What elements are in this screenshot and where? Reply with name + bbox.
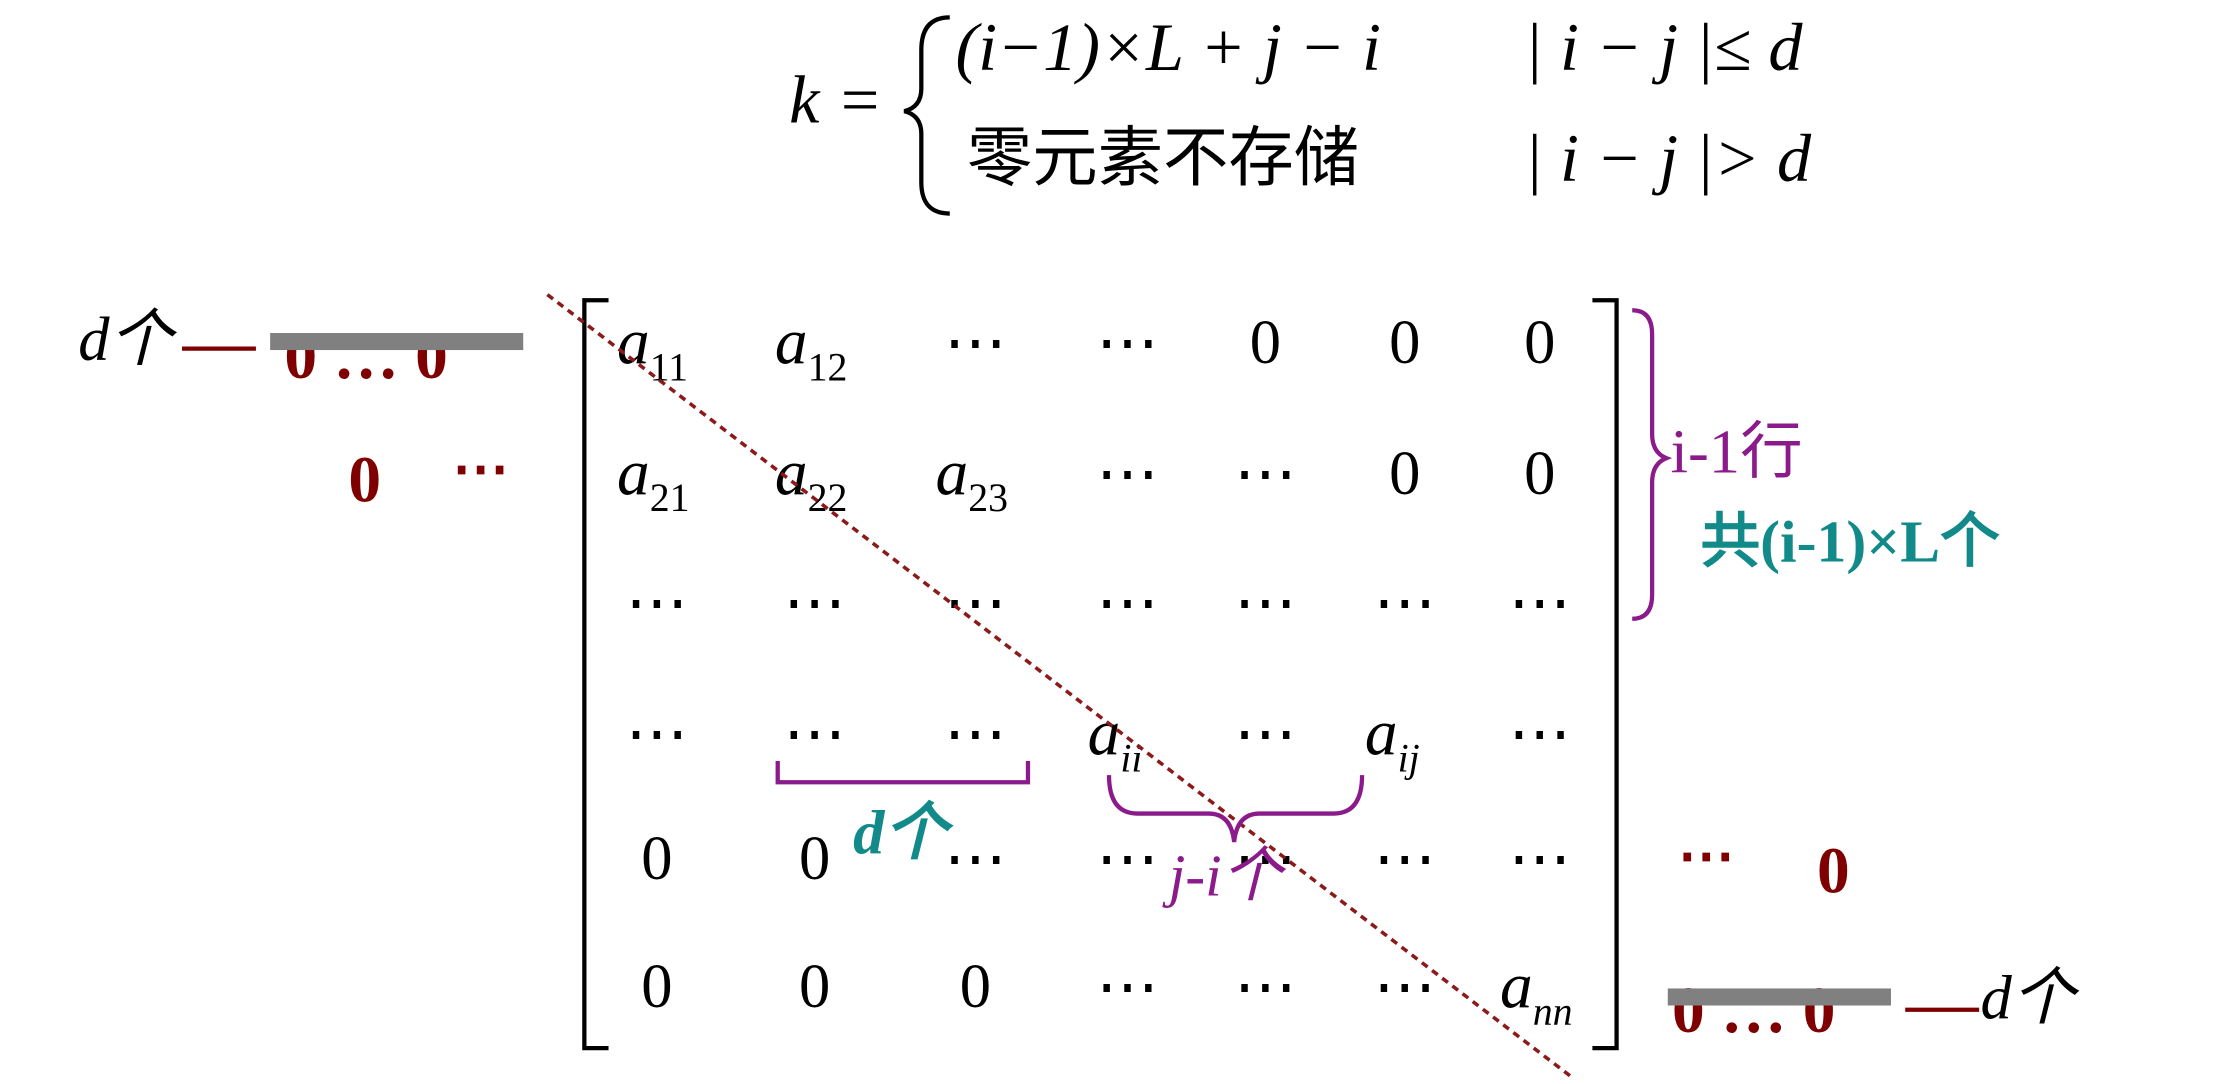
matrix-cell: ⋯ xyxy=(1096,951,1159,1021)
cell-subscript: ii xyxy=(1120,737,1142,781)
band-bracket xyxy=(775,760,1031,785)
total-label: 共(i-1)×L个 xyxy=(1700,508,2000,574)
cell-variable: a xyxy=(1088,698,1121,770)
matrix-cell: 0 xyxy=(1524,438,1555,508)
dots-label: ⋯ xyxy=(1678,825,1735,888)
cell-variable: a xyxy=(775,307,808,379)
cell-subscript: 11 xyxy=(650,346,688,390)
matrix-cell: ⋯ xyxy=(783,698,846,768)
matrix-cell: ⋯ xyxy=(1234,438,1297,508)
offset-brace xyxy=(1106,775,1365,843)
matrix-cell: ⋯ xyxy=(1373,951,1436,1021)
matrix-cell: ⋯ xyxy=(1096,307,1159,377)
gray-bar xyxy=(270,332,524,351)
dots-label: ⋯ xyxy=(452,438,509,501)
matrix-cell: ⋯ xyxy=(1509,567,1572,637)
matrix-cell: ⋯ xyxy=(1096,438,1159,508)
matrix-cell: ⋯ xyxy=(1509,698,1572,768)
matrix-cell: a11 xyxy=(617,307,688,390)
zeros-label: 0 … 0 xyxy=(284,321,447,393)
cell-variable: a xyxy=(617,437,650,509)
matrix-cell: aii xyxy=(1088,698,1143,781)
cell-variable: a xyxy=(936,437,969,509)
matrix-cell: ⋯ xyxy=(1373,567,1436,637)
matrix-cell: a23 xyxy=(936,437,1009,520)
offset-label: j-i个 xyxy=(1162,843,1287,909)
matrix-cell: ⋯ xyxy=(944,698,1007,768)
matrix-cell: 0 xyxy=(641,823,672,893)
matrix-cell: ⋯ xyxy=(626,698,689,768)
matrix-cell: aij xyxy=(1365,698,1420,781)
cell-subscript: 12 xyxy=(808,346,848,390)
matrix-cell: 0 xyxy=(1250,307,1281,377)
matrix-cell: a22 xyxy=(775,437,848,520)
matrix-cell: a21 xyxy=(617,437,690,520)
matrix-cell: 0 xyxy=(799,951,830,1021)
rows-brace xyxy=(1632,308,1673,621)
matrix-bracket xyxy=(582,298,609,1051)
zero-label: 0 xyxy=(348,445,381,517)
case-cond: | i − j |> d xyxy=(1524,120,1812,196)
cell-subscript: ij xyxy=(1398,737,1420,781)
matrix-bracket xyxy=(1592,298,1619,1051)
matrix-cell: ⋯ xyxy=(1509,823,1572,893)
cell-subscript: 21 xyxy=(650,476,690,520)
cell-variable: a xyxy=(1365,698,1398,770)
matrix-cell: ⋯ xyxy=(1234,698,1297,768)
case-brace xyxy=(903,15,950,216)
matrix-cell: ⋯ xyxy=(626,567,689,637)
case-expr: (i−1)×L + j − i xyxy=(955,9,1381,85)
matrix-cell: ⋯ xyxy=(1373,823,1436,893)
matrix-cell: a12 xyxy=(775,307,848,390)
matrix-cell: ⋯ xyxy=(1096,823,1159,893)
matrix-cell: 0 xyxy=(641,951,672,1021)
zero-label: 0 xyxy=(1817,836,1850,908)
gray-bar xyxy=(1667,988,1891,1006)
matrix-cell: 0 xyxy=(960,951,991,1021)
matrix-cell: ⋯ xyxy=(944,823,1007,893)
band-label: d个 xyxy=(853,798,954,868)
matrix-cell: ⋯ xyxy=(1234,567,1297,637)
matrix-cell: ann xyxy=(1500,951,1572,1034)
matrix-cell: 0 xyxy=(1389,438,1420,508)
rows-label: i-1行 xyxy=(1671,416,1803,486)
cell-variable: a xyxy=(1500,951,1533,1023)
zeros-label: 0 … 0 xyxy=(1672,975,1835,1047)
count-label: d个 xyxy=(1981,962,2080,1032)
case-cond: | i − j |≤ d xyxy=(1524,9,1803,85)
matrix-cell: ⋯ xyxy=(1096,567,1159,637)
cell-variable: a xyxy=(775,437,808,509)
formula-lhs: k = xyxy=(789,62,882,138)
matrix-cell: ⋯ xyxy=(1234,951,1297,1021)
matrix-cell: ⋯ xyxy=(783,567,846,637)
count-label: d个 xyxy=(78,304,177,374)
matrix-cell: ⋯ xyxy=(1234,823,1297,893)
matrix-cell: 0 xyxy=(1524,307,1555,377)
matrix-cell: ⋯ xyxy=(944,307,1007,377)
matrix-cell: 0 xyxy=(799,823,830,893)
cell-subscript: nn xyxy=(1533,990,1573,1034)
case-expr: 零元素不存储 xyxy=(967,123,1359,195)
cell-subscript: 23 xyxy=(968,476,1008,520)
matrix-cell: 0 xyxy=(1389,307,1420,377)
matrix-cell: ⋯ xyxy=(944,567,1007,637)
diagonal-line xyxy=(546,293,1573,1079)
